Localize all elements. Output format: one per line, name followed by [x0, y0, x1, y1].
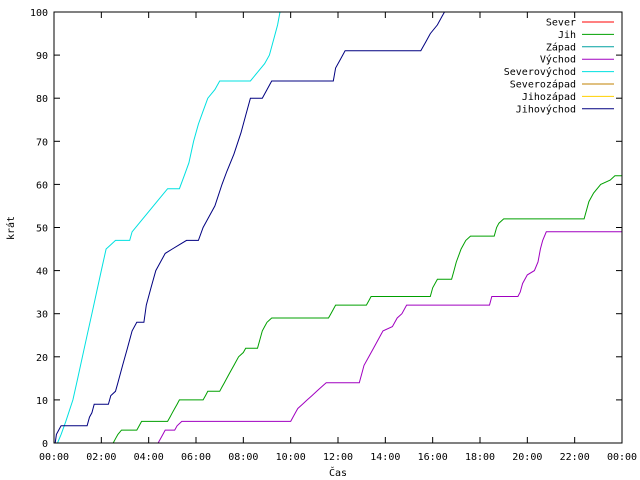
x-tick-label: 02:00 [86, 452, 116, 463]
y-tick-label: 80 [36, 94, 48, 105]
y-tick-label: 70 [36, 137, 48, 148]
legend: SeverJihZápadVýchodSeverovýchodSeverozáp… [504, 18, 614, 115]
series-line-3 [157, 231, 622, 444]
legend-label-0: Sever [546, 18, 576, 29]
legend-label-5: Severozápad [510, 79, 576, 91]
y-tick-label: 0 [42, 439, 48, 450]
x-tick-label: 18:00 [465, 452, 495, 463]
y-tick-label: 40 [36, 267, 48, 278]
y-tick-label: 60 [36, 180, 48, 191]
ticks [53, 11, 623, 444]
legend-label-1: Jih [558, 30, 576, 41]
x-tick-label: 20:00 [512, 452, 542, 463]
x-tick-label: 04:00 [134, 452, 164, 463]
legend-label-2: Západ [546, 41, 576, 53]
plot-marks [54, 11, 622, 444]
x-tick-label: 06:00 [181, 452, 211, 463]
series-line-4 [57, 11, 281, 444]
legend-label-7: Jihovýchod [516, 103, 576, 115]
x-axis-label: Čas [329, 466, 347, 479]
y-tick-label: 50 [36, 224, 48, 235]
legend-label-3: Východ [540, 54, 576, 66]
legend-label-4: Severovýchod [504, 66, 576, 78]
x-tick-label: 16:00 [418, 452, 448, 463]
x-tick-label: 14:00 [370, 452, 400, 463]
x-tick-label: 22:00 [560, 452, 590, 463]
y-tick-label: 30 [36, 310, 48, 321]
y-tick-label: 20 [36, 353, 48, 364]
x-tick-label: 00:00 [607, 452, 637, 463]
x-tick-label: 12:00 [323, 452, 353, 463]
series-line-1 [112, 175, 622, 444]
y-axis-label: krát [5, 216, 17, 240]
y-tick-label: 90 [36, 51, 48, 62]
y-tick-label: 10 [36, 396, 48, 407]
tick-labels: 0 10 20 30 40 50 60 70 80 90 100 00:00 02:00 04:00 06:… [30, 8, 637, 463]
y-tick-label: 100 [30, 8, 48, 19]
series-line-7 [54, 11, 445, 444]
x-tick-label: 00:00 [39, 452, 69, 463]
x-tick-label: 10:00 [276, 452, 306, 463]
x-tick-label: 08:00 [228, 452, 258, 463]
legend-label-6: Jihozápad [522, 91, 576, 103]
